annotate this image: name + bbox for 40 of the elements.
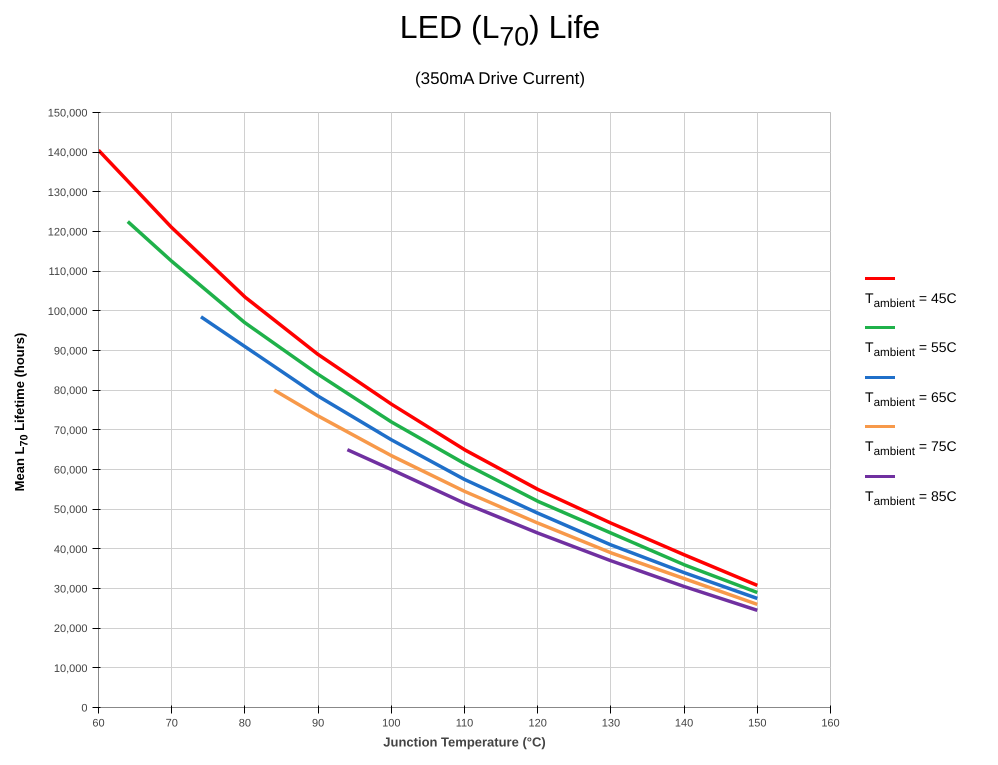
- x-tick-label: 110: [456, 718, 474, 730]
- y-tick-label: 80,000: [54, 385, 88, 398]
- y-tick-label: 70,000: [54, 424, 88, 437]
- x-tick-label: 150: [748, 718, 766, 730]
- line-series: [126, 220, 760, 594]
- legend-label: T$_{ambient}$ = 85C: [865, 486, 957, 510]
- x-tick-label: 140: [674, 718, 694, 730]
- y-tick-label: 110,000: [48, 266, 88, 278]
- y-tick-label: 0: [81, 702, 88, 714]
- x-tick-label: 100: [382, 718, 400, 730]
- x-tick-label: 90: [312, 718, 324, 730]
- x-tick-label: 70: [166, 718, 178, 730]
- legend-label: T$_{ambient}$ = 55C: [865, 338, 957, 362]
- legend-label: T$_{ambient}$ = 75C: [865, 437, 957, 460]
- y-tick-label: 20,000: [54, 623, 88, 636]
- y-tick-label: 120,000: [48, 226, 88, 238]
- x-tick-label: 160: [821, 718, 840, 730]
- y-tick-label: 100,000: [48, 306, 88, 318]
- y-tick-label: 50,000: [54, 504, 88, 516]
- line-series: [98, 148, 760, 588]
- y-tick-label: 90,000: [54, 346, 88, 358]
- y-tick-label: 150,000: [48, 108, 88, 120]
- x-tick-label: 60: [92, 718, 105, 730]
- line-series: [199, 315, 760, 600]
- x-axis-title: Junction Temperature (°C): [383, 734, 546, 750]
- x-tick-label: 130: [602, 718, 620, 730]
- legend-label: T$_{ambient}$ = 45C: [865, 289, 957, 312]
- chart-subtitle: (350mA Drive Current): [414, 68, 586, 90]
- line-series: [272, 388, 760, 606]
- y-tick-label: 30,000: [54, 584, 88, 596]
- y-tick-label: 130,000: [48, 186, 88, 199]
- x-tick-label: 80: [238, 718, 252, 730]
- y-tick-label: 40,000: [54, 544, 88, 556]
- y-tick-label: 140,000: [48, 147, 88, 160]
- chart-title: LED (L$_{70}$) Life: [398, 8, 602, 54]
- line-series: [346, 448, 760, 612]
- x-tick-label: 120: [528, 718, 547, 730]
- legend-label: T$_{ambient}$ = 65C: [865, 388, 957, 411]
- y-tick-label: 60,000: [54, 464, 88, 476]
- y-tick-label: 10,000: [54, 662, 88, 675]
